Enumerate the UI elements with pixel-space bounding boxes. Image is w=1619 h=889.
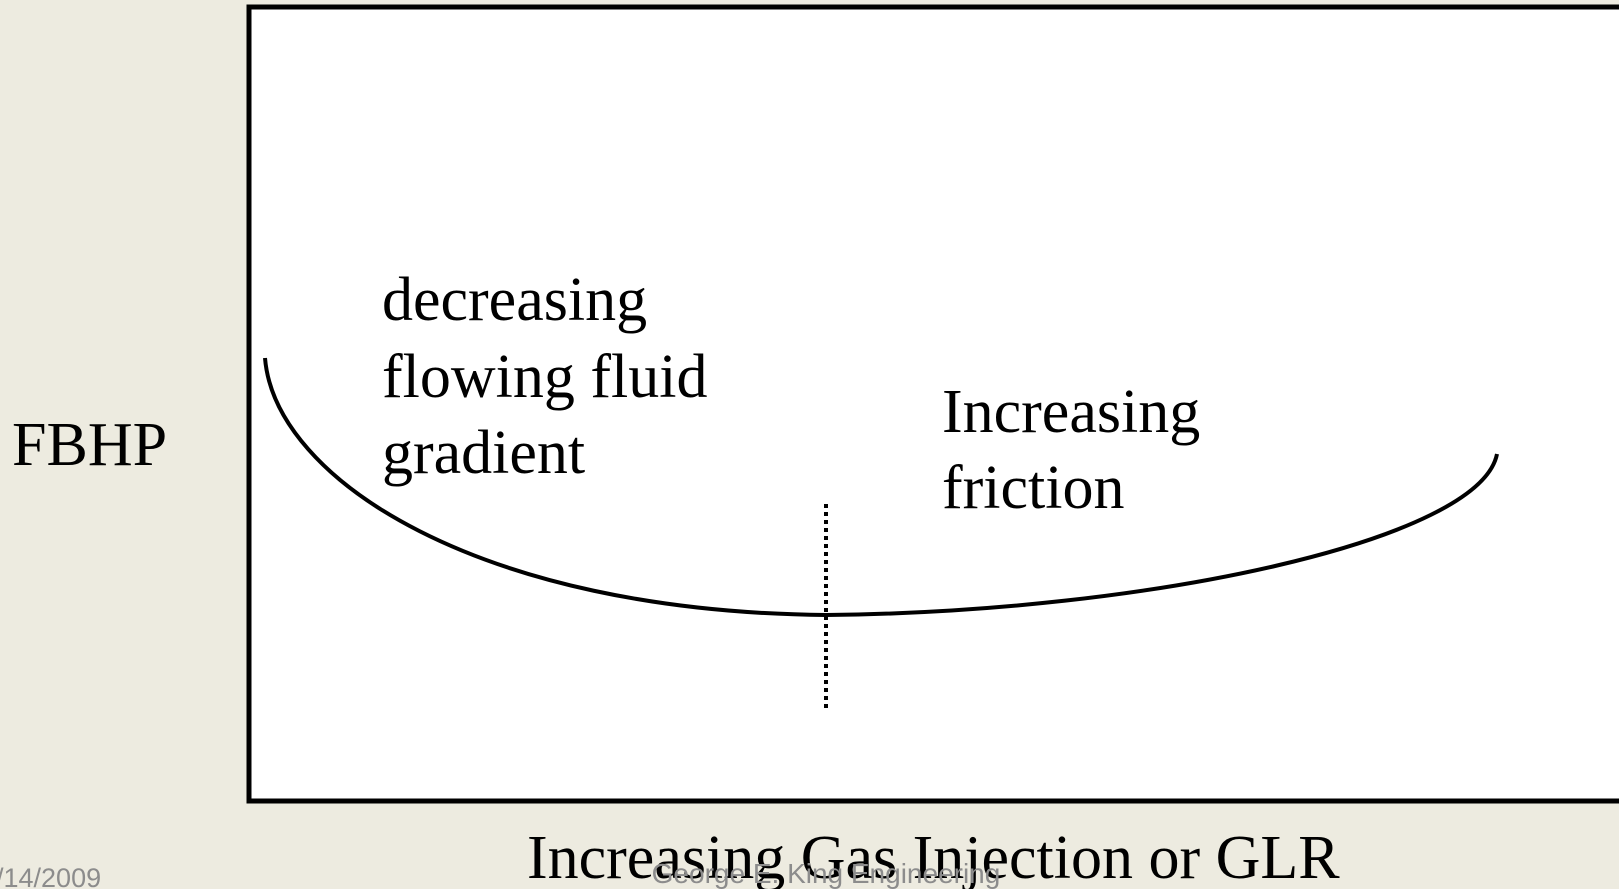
footer-date: /14/2009 bbox=[0, 863, 101, 889]
annotation-line: Increasing bbox=[942, 378, 1200, 446]
annotation-line: flowing fluid bbox=[382, 343, 707, 411]
y-axis-label: FBHP bbox=[12, 411, 167, 479]
annotation-line: gradient bbox=[382, 419, 585, 487]
plot-frame bbox=[246, 4, 1619, 804]
fbhp-curve bbox=[263, 357, 1499, 618]
annotation-line: friction bbox=[942, 454, 1125, 522]
x-axis-label: Increasing Gas Injection or GLR bbox=[527, 824, 1340, 889]
footer-author: George E. King Engineering bbox=[652, 858, 1001, 889]
annotation-line: decreasing bbox=[382, 266, 647, 334]
